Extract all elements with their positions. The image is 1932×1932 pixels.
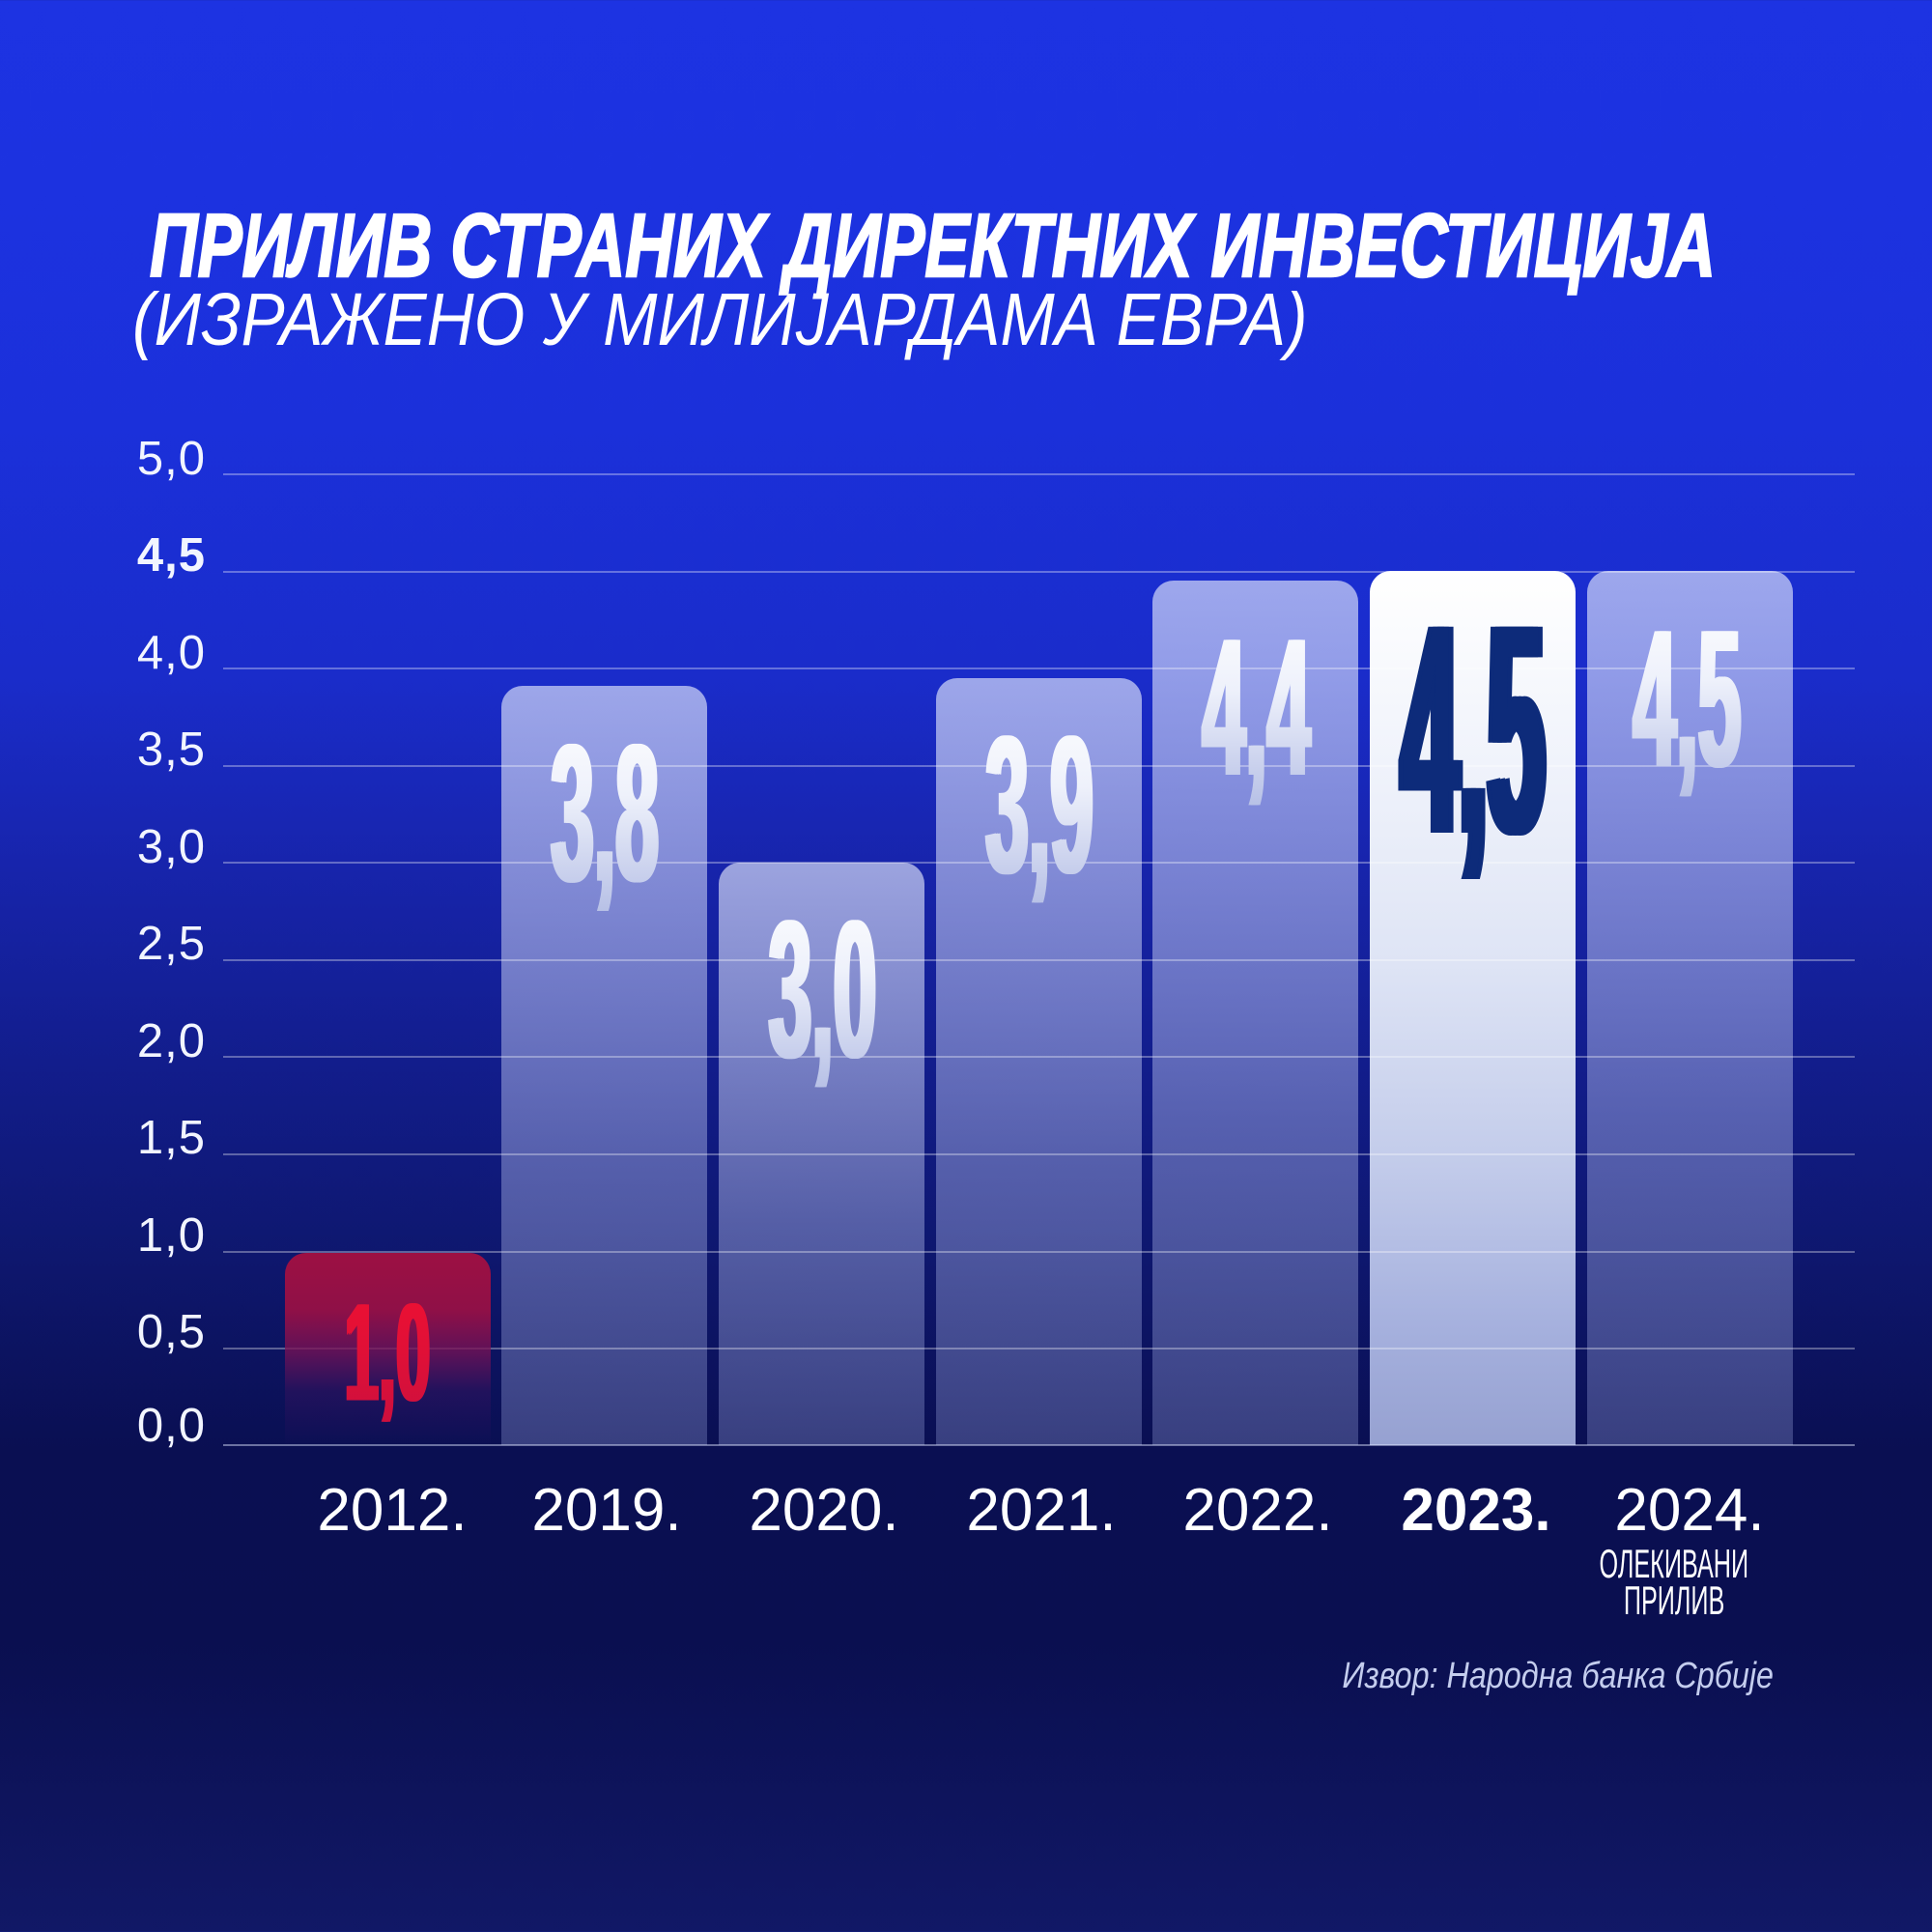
svg-text:3,9: 3,9 [983,695,1092,914]
svg-text:4,4: 4,4 [1203,597,1311,816]
svg-text:3,8: 3,8 [549,703,657,923]
svg-text:4,4: 4,4 [1200,597,1308,816]
svg-text:4,5: 4,5 [1402,563,1546,897]
svg-text:4,4: 4,4 [1205,597,1313,816]
svg-text:3,9: 3,9 [988,695,1096,914]
svg-text:3,9: 3,9 [985,695,1094,914]
svg-text:4,5: 4,5 [1634,588,1742,808]
svg-text:4,5: 4,5 [1397,563,1541,897]
svg-text:3,0: 3,0 [769,879,877,1098]
svg-text:4,5: 4,5 [1406,563,1549,897]
svg-text:1,0: 1,0 [344,1274,430,1431]
svg-text:3,0: 3,0 [771,879,879,1098]
svg-text:3,8: 3,8 [554,703,662,923]
svg-text:4,5: 4,5 [1635,588,1744,808]
svg-text:4,5: 4,5 [1631,588,1739,808]
svg-text:1,0: 1,0 [343,1274,429,1431]
svg-text:3,0: 3,0 [766,879,874,1098]
svg-text:3,8: 3,8 [551,703,659,923]
svg-text:1,0: 1,0 [346,1274,432,1431]
